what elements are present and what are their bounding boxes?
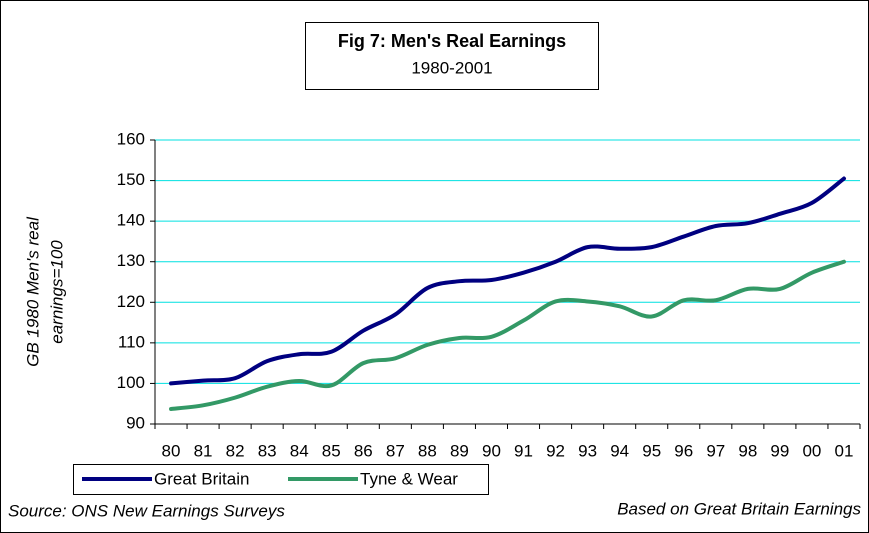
x-tick-label: 92 — [546, 441, 565, 460]
chart-title: Fig 7: Men's Real Earnings — [338, 31, 566, 51]
y-tick-label: 160 — [117, 129, 145, 148]
x-tick-label: 90 — [482, 441, 501, 460]
series-line — [169, 259, 846, 411]
y-tick-label: 120 — [117, 292, 145, 311]
x-tick-label: 86 — [354, 441, 373, 460]
chart-subtitle: 1980-2001 — [411, 58, 492, 77]
x-tick-label: 83 — [258, 441, 277, 460]
y-axis-title-line: GB 1980 Men's real — [23, 216, 42, 367]
x-tick-label: 99 — [770, 441, 789, 460]
x-tick-label: 82 — [226, 441, 245, 460]
y-tick-label: 90 — [126, 413, 145, 432]
x-tick-label: 97 — [706, 441, 725, 460]
basis-note: Based on Great Britain Earnings — [617, 499, 861, 518]
x-tick-label: 95 — [642, 441, 661, 460]
x-tick-label: 84 — [290, 441, 309, 460]
y-axis-title-line: earnings=100 — [47, 240, 66, 344]
x-tick-label: 85 — [322, 441, 341, 460]
y-tick-label: 130 — [117, 251, 145, 270]
x-tick-label: 88 — [418, 441, 437, 460]
series-line — [169, 176, 846, 386]
title-box — [305, 22, 599, 90]
x-tick-label: 81 — [194, 441, 213, 460]
x-tick-label: 89 — [450, 441, 469, 460]
x-tick-label: 01 — [835, 441, 854, 460]
legend-label: Tyne & Wear — [360, 469, 458, 488]
x-tick-label: 94 — [610, 441, 629, 460]
x-tick-label: 00 — [802, 441, 821, 460]
y-tick-label: 110 — [118, 332, 145, 351]
x-tick-label: 91 — [514, 441, 533, 460]
x-tick-label: 93 — [578, 441, 597, 460]
y-axis-title: GB 1980 Men's real earnings=100 — [23, 216, 66, 367]
x-tick-label: 87 — [386, 441, 405, 460]
x-tick-label: 80 — [162, 441, 181, 460]
y-tick-label: 150 — [117, 170, 145, 189]
y-tick-label: 140 — [117, 211, 145, 230]
y-tick-label: 100 — [117, 373, 145, 392]
x-tick-label: 98 — [738, 441, 757, 460]
legend-label: Great Britain — [154, 469, 249, 488]
x-tick-label: 96 — [674, 441, 693, 460]
source-note: Source: ONS New Earnings Surveys — [8, 501, 285, 520]
